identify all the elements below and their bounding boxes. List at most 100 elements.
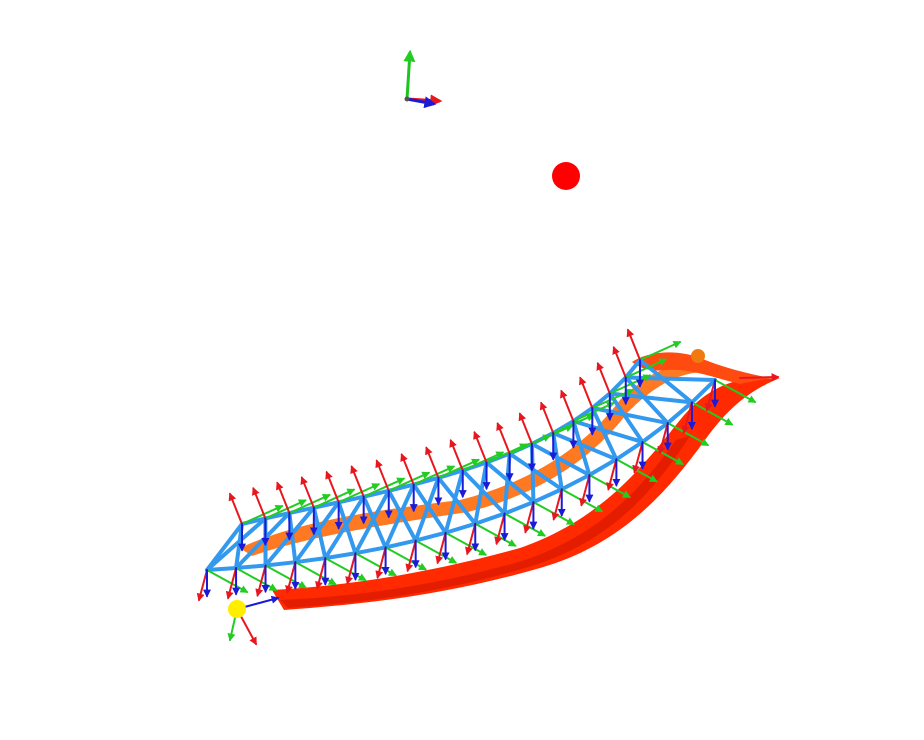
axis-gizmo — [403, 49, 443, 109]
frame-x-axis-icon — [578, 376, 594, 409]
frame-x-axis-icon — [539, 401, 555, 435]
truss-bottom-chord — [665, 400, 694, 426]
frame-x-axis-icon — [523, 501, 535, 534]
frame-x-axis-icon — [518, 412, 533, 445]
frame-x-axis-icon — [252, 486, 267, 520]
target-marker[interactable] — [552, 162, 580, 190]
frame-y-axis-icon — [241, 504, 284, 525]
frame-x-axis-icon — [473, 430, 488, 464]
truss-diagonal — [323, 494, 366, 561]
frame-y-axis-icon — [264, 564, 307, 589]
truss-bottom-chord — [353, 545, 388, 556]
frame-x-axis-icon — [657, 422, 669, 455]
frame-y-axis-icon — [384, 546, 427, 571]
frame-x-axis-icon — [325, 470, 340, 504]
frame-x-axis-icon — [196, 569, 208, 602]
truss-structure — [205, 358, 717, 572]
frame-y-axis-icon — [437, 458, 480, 479]
truss-diagonal — [413, 475, 441, 543]
truss-diagonal — [386, 488, 418, 543]
frame-x-axis-icon — [449, 439, 464, 472]
truss-diagonal — [361, 494, 388, 550]
truss-diagonal — [353, 488, 391, 556]
truss-bottom-chord — [587, 457, 619, 478]
surface-shadow — [280, 436, 690, 608]
axis-y-icon — [403, 49, 416, 100]
frame-y-axis-icon — [337, 483, 381, 504]
truss-bottom-chord — [383, 538, 418, 550]
end-marker[interactable] — [691, 349, 705, 363]
axis-origin-icon — [404, 96, 410, 102]
truss-diagonal — [571, 419, 645, 444]
truss-diagonal — [529, 441, 592, 478]
frame-y-axis-icon — [414, 539, 458, 564]
frame-x-axis-icon — [560, 389, 575, 423]
truss-top-chord — [590, 391, 612, 410]
frame-y-axis-icon — [474, 522, 517, 547]
frame-y-axis-icon — [461, 451, 505, 472]
truss-bottom-chord — [443, 521, 478, 535]
frame-x-axis-icon — [425, 446, 440, 479]
truss-diagonal — [571, 419, 592, 478]
frame-x-axis-icon — [551, 488, 563, 521]
truss-bottom-chord — [323, 551, 358, 561]
frame-x-axis-icon — [579, 474, 591, 507]
frame-x-axis-icon — [285, 561, 297, 594]
frame-x-axis-icon — [255, 564, 267, 598]
frame-y-axis-icon — [294, 561, 337, 586]
truss-bottom-chord — [531, 487, 564, 505]
frame-x-axis-icon — [300, 476, 315, 509]
frame-y-axis-icon — [714, 379, 757, 403]
frame-x-axis-icon — [606, 458, 618, 491]
frame-y-axis-icon — [624, 358, 668, 379]
truss-top-chord — [623, 358, 642, 380]
frame-x-axis-icon — [494, 512, 506, 546]
truss-diagonal — [484, 460, 536, 505]
frame-y-axis-icon — [288, 494, 331, 515]
truss-bottom-chord — [234, 563, 268, 571]
truss-diagonal — [551, 431, 619, 462]
start-marker[interactable] — [228, 600, 246, 618]
truss-diagonal — [443, 468, 465, 535]
truss-diagonal — [590, 405, 619, 462]
truss-diagonal — [436, 475, 478, 526]
frame-y-axis-icon — [666, 422, 710, 447]
frame-x-axis-icon — [228, 492, 243, 525]
frame-y-axis-icon — [362, 477, 406, 498]
truss-diagonal — [551, 431, 564, 492]
truss-bottom-chord — [502, 500, 536, 516]
truss-bottom-chord — [473, 511, 507, 526]
frame-x-axis-icon — [465, 522, 477, 556]
frame-y-axis-icon — [235, 567, 278, 592]
frame-y-axis-icon — [412, 465, 456, 486]
frame-y-axis-icon — [354, 552, 397, 577]
truss-bottom-chord — [263, 560, 298, 568]
frame-y-axis-icon — [444, 531, 487, 556]
truss-diagonal — [607, 391, 645, 444]
truss-diagonal — [460, 468, 507, 516]
frame-x-axis-icon — [276, 481, 291, 515]
frame-x-axis-icon — [596, 361, 611, 395]
end-frame-x-icon — [739, 373, 780, 382]
frame-y-axis-icon — [387, 471, 431, 492]
frame-x-axis-icon — [612, 346, 627, 379]
frame-x-axis-icon — [375, 459, 390, 492]
frame-x-axis-icon — [405, 539, 417, 573]
truss-bottom-chord — [413, 530, 448, 543]
truss-bottom-chord — [614, 439, 645, 462]
frame-y-axis-icon — [532, 501, 575, 526]
frame-y-axis-icon — [530, 424, 574, 445]
truss-diagonal — [623, 375, 670, 426]
frame-x-axis-icon — [225, 567, 238, 600]
truss-diagonal — [590, 405, 670, 426]
frame-x-axis-icon — [681, 401, 693, 434]
frame-y-axis-icon — [572, 402, 615, 423]
frame-y-axis-icon — [690, 401, 734, 426]
truss-diagonal — [473, 460, 489, 526]
truss-diagonal — [336, 500, 358, 556]
frame-y-axis-icon — [608, 374, 652, 395]
coordinate-frames — [196, 328, 780, 646]
frame-x-axis-icon — [400, 453, 415, 486]
